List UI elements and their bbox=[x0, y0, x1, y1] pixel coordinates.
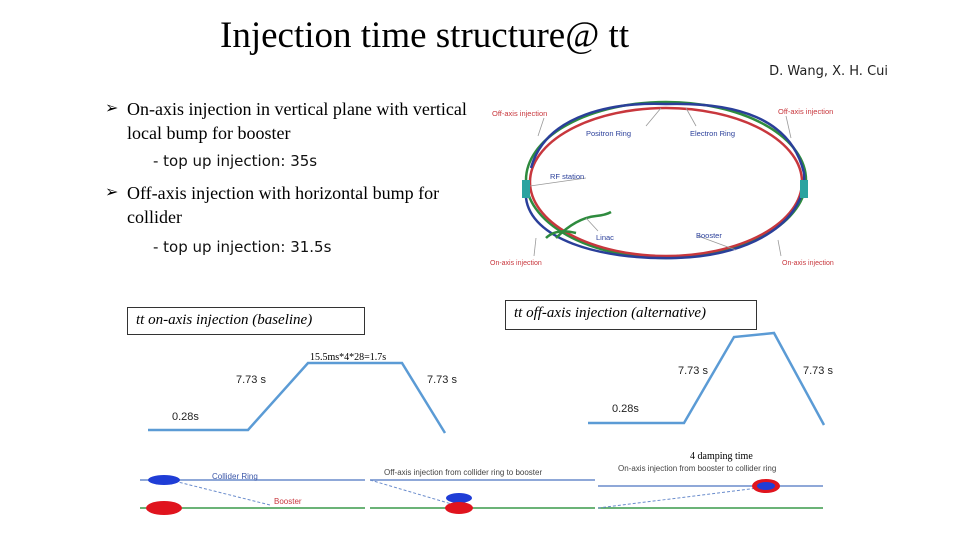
label-positron-ring: Positron Ring bbox=[586, 129, 631, 138]
bullet-text: Off-axis injection with horizontal bump … bbox=[127, 183, 440, 227]
label-ramp-down-time: 7.73 s bbox=[427, 374, 457, 386]
linac-line bbox=[555, 210, 612, 239]
electron-ring-path bbox=[524, 102, 806, 260]
label-off-axis-left: Off-axis injection bbox=[492, 109, 547, 118]
bullet-on-axis: ➢ On-axis injection in vertical plane wi… bbox=[105, 97, 467, 145]
label-ramp-down-time: 7.73 s bbox=[803, 365, 833, 377]
time-plot-right bbox=[588, 331, 826, 426]
label-off-axis-right: Off-axis injection bbox=[778, 107, 833, 116]
authors: D. Wang, X. H. Cui bbox=[769, 64, 888, 79]
rf-station-right bbox=[800, 180, 808, 198]
note-damping-time: 4 damping time bbox=[690, 451, 753, 462]
booster-bunch bbox=[146, 501, 182, 515]
label-linac: Linac bbox=[596, 233, 614, 242]
time-structure-line bbox=[588, 331, 826, 426]
beam-diagram-1: Collider Ring Booster bbox=[140, 472, 365, 515]
caption-on-axis: On-axis injection from booster to collid… bbox=[618, 464, 776, 473]
collider-bunch bbox=[757, 482, 775, 490]
linac-branch bbox=[545, 230, 577, 239]
label-flat-time: 0.28s bbox=[612, 403, 639, 415]
time-structure-line bbox=[148, 361, 447, 434]
label-ramp-up-time: 7.73 s bbox=[678, 365, 708, 377]
bullet-text: On-axis injection in vertical plane with… bbox=[127, 99, 467, 143]
bullet-sub: - top up injection: 35s bbox=[153, 152, 318, 170]
note-cycle-time: 15.5ms*4*28=1.7s bbox=[310, 352, 387, 363]
booster-bunch bbox=[445, 502, 473, 514]
label-ramp-up-time: 7.73 s bbox=[236, 374, 266, 386]
arrow-bullet-icon: ➢ bbox=[105, 100, 119, 117]
beam-diagram-2: Off-axis injection from collider ring to… bbox=[370, 468, 595, 514]
label-booster: Booster bbox=[274, 497, 302, 506]
caption-off-axis: Off-axis injection from collider ring to… bbox=[384, 468, 542, 477]
positron-ring-path bbox=[528, 106, 804, 258]
box-on-axis-baseline: tt on-axis injection (baseline) bbox=[127, 307, 365, 335]
slide-title: Injection time structure@ tt bbox=[220, 15, 630, 56]
arrow-bullet-icon: ➢ bbox=[105, 184, 119, 201]
bullet-sub: - top up injection: 31.5s bbox=[153, 238, 332, 256]
label-on-axis-left: On-axis injection bbox=[490, 260, 542, 267]
label-collider-ring: Collider Ring bbox=[212, 472, 258, 481]
label-rf-station: RF station bbox=[550, 172, 584, 181]
label-flat-time: 0.28s bbox=[172, 411, 199, 423]
bullet-off-axis: ➢ Off-axis injection with horizontal bum… bbox=[105, 181, 467, 229]
label-electron-ring: Electron Ring bbox=[690, 129, 735, 138]
collider-bunch bbox=[446, 493, 472, 503]
beam-diagram-3: On-axis injection from booster to collid… bbox=[598, 464, 823, 509]
box-off-axis-alternative: tt off-axis injection (alternative) bbox=[505, 300, 757, 330]
label-on-axis-right: On-axis injection bbox=[782, 260, 834, 267]
label-booster: Booster bbox=[696, 231, 722, 240]
ring-diagram: Off-axis injection Off-axis injection Po… bbox=[490, 100, 834, 267]
rf-station-left bbox=[522, 180, 530, 198]
collider-bunch bbox=[148, 475, 180, 485]
time-plot-left bbox=[148, 361, 447, 434]
